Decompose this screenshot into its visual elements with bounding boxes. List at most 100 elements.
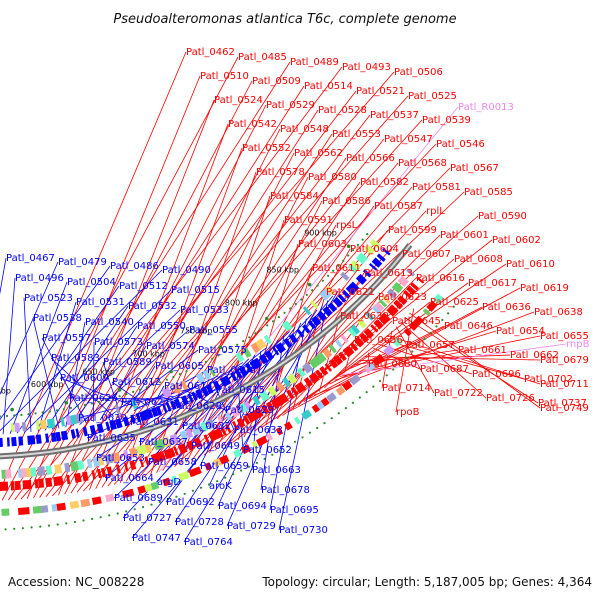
- gene-label-text: Patl_0523: [24, 293, 73, 304]
- gene-label: Patl_0585: [464, 187, 513, 198]
- tick-dot: [191, 367, 195, 370]
- tick-dot: [208, 483, 211, 486]
- gene-feature: [46, 418, 56, 429]
- gene-feature: [122, 416, 130, 427]
- gene-feature: [200, 421, 209, 433]
- leader-line: [153, 385, 165, 405]
- gene-feature: [76, 472, 82, 483]
- tick-dot: [286, 445, 289, 448]
- tick-dot: [366, 233, 369, 236]
- gene-feature: [123, 449, 130, 460]
- gene-label-text: Patl_0575: [198, 345, 247, 356]
- gene-feature: [406, 268, 416, 277]
- gene-feature: [286, 389, 295, 400]
- gene-feature: [25, 479, 32, 490]
- tick-dot: [13, 414, 16, 417]
- tick-dot: [327, 274, 330, 277]
- gene-feature: [212, 458, 222, 468]
- gene-label: Patl_0602: [492, 235, 541, 246]
- gene-feature: [115, 464, 121, 474]
- gene-feature: [311, 404, 320, 413]
- gene-feature: [69, 500, 80, 509]
- gene-feature: [65, 415, 72, 426]
- gene-feature: [50, 432, 57, 442]
- tick-dot: [183, 492, 186, 495]
- gene-label: Patl_0616: [416, 273, 465, 284]
- gene-label-text: Patl_0612: [112, 377, 161, 388]
- gene-feature: [75, 428, 80, 438]
- gene-feature: [234, 369, 243, 379]
- leader-line: [65, 321, 86, 428]
- gene-feature: [403, 289, 413, 299]
- tick-dot: [342, 259, 345, 262]
- gene-feature: [39, 419, 48, 430]
- gene-feature: [362, 269, 372, 278]
- gene-label-text: Patl_0692: [166, 497, 215, 508]
- gene-feature: [341, 380, 353, 391]
- tick-dot: [133, 508, 136, 511]
- gene-label-text: Patl_0521: [356, 86, 405, 97]
- reverse-strand-track: [0, 248, 391, 447]
- gene-feature: [70, 461, 79, 472]
- gene-feature: [139, 411, 146, 422]
- leader-line: [131, 295, 334, 539]
- tick-dot: [247, 465, 251, 468]
- gene-label: Patl_0656: [354, 335, 403, 346]
- gene-label: Patl_0489: [290, 57, 339, 68]
- gene-feature: [86, 458, 93, 469]
- gene-feature: [230, 371, 238, 382]
- tick-mark: [64, 400, 69, 405]
- tick-dot: [300, 298, 303, 301]
- gene-label-text: Patl_0747: [132, 533, 181, 544]
- genome-summary: Topology: circular; Length: 5,187,005 bp…: [261, 575, 592, 589]
- tick-dot: [21, 527, 24, 530]
- tick-label: 650 kbp: [82, 368, 115, 377]
- gene-label: Patl_0532: [128, 301, 177, 312]
- tick-dot: [90, 402, 93, 405]
- gene-label: Patl_0539: [422, 115, 471, 126]
- gene-label-text: rpoB: [396, 407, 420, 418]
- gene-feature: [139, 458, 145, 468]
- gene-label-text: Patl_0509: [252, 76, 301, 87]
- gene-feature: [332, 354, 344, 366]
- gene-label-text: Patl_0714: [382, 383, 431, 394]
- tick-dot: [142, 505, 145, 509]
- gene-feature: [270, 398, 281, 409]
- gene-label: Patl_0529: [266, 100, 315, 111]
- gene-feature: [272, 346, 280, 356]
- gene-feature: [115, 404, 121, 414]
- tick-dot: [224, 476, 227, 479]
- gene-feature: [332, 297, 343, 308]
- scale-tick: 650 kbp: [82, 368, 122, 392]
- gene-feature: [371, 305, 381, 315]
- tick-dot: [361, 238, 364, 241]
- gene-feature: [288, 333, 299, 344]
- gene-label-text: Patl_0584: [270, 191, 319, 202]
- gene-label: Patl_0636: [482, 302, 531, 313]
- gene-feature: [180, 395, 189, 406]
- tick-dot: [4, 528, 7, 531]
- gene-label-text: Patl_0479: [58, 257, 107, 268]
- gene-label-text: Patl_0467: [6, 253, 55, 264]
- tick-dot: [266, 324, 269, 327]
- gene-label: Patl_0604: [350, 244, 399, 255]
- tick-label: 550 kbp: [0, 387, 11, 396]
- tick-dot: [351, 401, 354, 404]
- gene-label: Patl_0689: [114, 493, 163, 504]
- gene-feature: [406, 285, 417, 296]
- gene-label-text: Patl_0722: [434, 388, 483, 399]
- gene-feature: [307, 319, 317, 330]
- gene-feature: [338, 351, 347, 362]
- tick-dot: [423, 338, 426, 341]
- gene-feature: [254, 338, 267, 351]
- gene-feature: [302, 324, 311, 334]
- tick-dot: [175, 495, 178, 498]
- gene-feature: [324, 363, 333, 372]
- leader-line: [8, 61, 291, 501]
- gene-feature: [161, 387, 172, 399]
- gene-label-text: Patl_0528: [318, 105, 367, 116]
- gene-feature: [224, 410, 232, 421]
- tick-mark: [346, 244, 351, 248]
- gene-labels: Patl_0462 Patl_0485 Patl_0489 Patl_0493 Patl…: [6, 47, 590, 548]
